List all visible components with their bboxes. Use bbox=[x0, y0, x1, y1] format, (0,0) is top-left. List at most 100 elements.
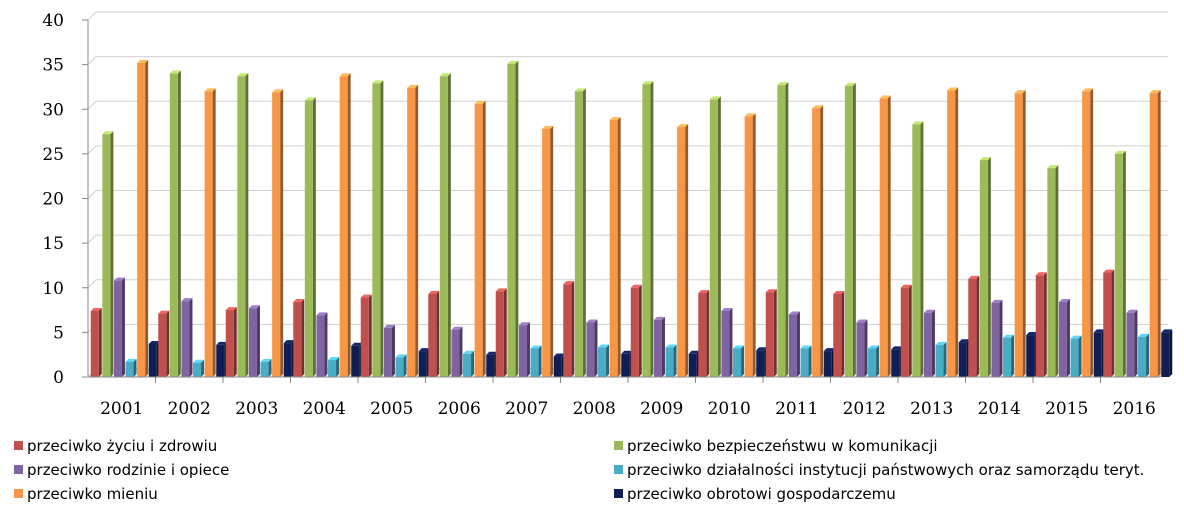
bar bbox=[800, 348, 809, 377]
bar-top bbox=[677, 124, 689, 128]
bar bbox=[721, 310, 730, 377]
bar bbox=[293, 302, 302, 377]
bar bbox=[1103, 272, 1112, 377]
bar-top bbox=[193, 359, 205, 363]
bar-side bbox=[482, 100, 486, 378]
bar-side bbox=[661, 316, 665, 377]
bar-top bbox=[991, 299, 1003, 303]
y-tick-label: 35 bbox=[42, 56, 64, 76]
bar-top bbox=[260, 358, 272, 362]
bar-top bbox=[979, 157, 991, 161]
bar-top bbox=[923, 309, 935, 313]
x-tick-label: 2004 bbox=[303, 399, 346, 419]
y-tick-label: 40 bbox=[42, 11, 64, 31]
bar bbox=[1082, 91, 1091, 378]
bar-side bbox=[471, 350, 475, 377]
bar bbox=[744, 116, 753, 377]
bar-top bbox=[1058, 299, 1070, 303]
bar-side bbox=[301, 299, 305, 377]
bar-top bbox=[868, 345, 880, 349]
bar bbox=[193, 362, 202, 377]
bar bbox=[765, 292, 774, 377]
legend: przeciwko życiu i zdrowiu przeciwko bezp… bbox=[0, 430, 1184, 505]
bar-side bbox=[887, 95, 891, 377]
bar-top bbox=[947, 87, 959, 91]
bar bbox=[1149, 93, 1158, 377]
bar-side bbox=[403, 354, 407, 377]
bar bbox=[237, 76, 246, 377]
legend-item-zycie: przeciwko życiu i zdrowiu bbox=[14, 436, 217, 456]
bar-side bbox=[617, 116, 621, 378]
bar-side bbox=[245, 73, 249, 377]
bar-top bbox=[653, 316, 665, 320]
bar bbox=[868, 348, 877, 377]
bar bbox=[1070, 338, 1079, 377]
legend-item-rodzina: przeciwko rodzinie i opiece bbox=[14, 460, 229, 480]
bar-side bbox=[166, 310, 170, 377]
bar-top bbox=[958, 339, 970, 343]
bar-side bbox=[550, 125, 554, 377]
x-tick-label: 2005 bbox=[370, 399, 413, 419]
x-tick-label: 2016 bbox=[1113, 399, 1156, 419]
gridline-depth bbox=[87, 100, 97, 110]
bar-side bbox=[876, 345, 880, 377]
bar bbox=[968, 278, 977, 377]
bar bbox=[148, 343, 157, 377]
bar bbox=[204, 91, 213, 378]
bar-side bbox=[852, 83, 856, 378]
bar-top bbox=[474, 100, 486, 104]
bar bbox=[1003, 337, 1012, 377]
bar-top bbox=[777, 82, 789, 86]
bar-top bbox=[844, 83, 856, 87]
bar bbox=[169, 73, 178, 378]
x-tick-label: 2001 bbox=[100, 399, 143, 419]
bar-top bbox=[733, 345, 745, 349]
y-tick-label: 20 bbox=[42, 190, 64, 210]
legend-label: przeciwko obrotowi gospodarczemu bbox=[627, 485, 896, 503]
bar bbox=[812, 108, 821, 378]
bar-top bbox=[1161, 329, 1173, 333]
bar-top bbox=[530, 345, 542, 349]
bar-side bbox=[920, 121, 924, 377]
bar bbox=[137, 62, 146, 378]
bar-chart: 0 5 10 15 20 25 30 35 40 2001 2002 2003 2004 2005 2006… bbox=[42, 11, 1173, 419]
bar-side bbox=[729, 307, 733, 377]
bar-top bbox=[812, 105, 824, 109]
bar-top bbox=[1093, 329, 1105, 333]
bar-top bbox=[360, 294, 372, 298]
bar-side bbox=[741, 345, 745, 377]
bar-top bbox=[856, 319, 868, 323]
bar bbox=[339, 76, 348, 377]
bar-side bbox=[121, 277, 125, 377]
legend-label: przeciwko działalności instytucji państw… bbox=[627, 461, 1145, 479]
bar-side bbox=[955, 87, 959, 377]
bar-top bbox=[823, 348, 835, 352]
bar-side bbox=[796, 311, 800, 377]
bar-top bbox=[609, 116, 621, 120]
bar-side bbox=[808, 345, 812, 377]
bar-top bbox=[395, 354, 407, 358]
bar-top bbox=[553, 353, 565, 357]
bar bbox=[979, 160, 988, 377]
bar bbox=[574, 91, 583, 378]
bar bbox=[518, 325, 527, 377]
bar bbox=[733, 348, 742, 377]
bar-top bbox=[283, 340, 295, 344]
bar bbox=[698, 293, 707, 377]
bar bbox=[181, 301, 190, 377]
bar-side bbox=[1055, 165, 1059, 377]
bar-top bbox=[293, 299, 305, 303]
bar-side bbox=[943, 341, 947, 377]
bar bbox=[530, 348, 539, 377]
bar bbox=[1126, 312, 1135, 377]
bar-side bbox=[380, 80, 384, 378]
y-tick-label: 15 bbox=[42, 234, 64, 254]
bar-top bbox=[328, 357, 340, 361]
bar bbox=[507, 63, 516, 378]
bar-top bbox=[1014, 90, 1026, 94]
bar bbox=[1014, 93, 1023, 377]
bar-top bbox=[630, 284, 642, 288]
bar-side bbox=[582, 88, 586, 378]
legend-swatch bbox=[14, 489, 23, 498]
bar-top bbox=[451, 326, 463, 330]
